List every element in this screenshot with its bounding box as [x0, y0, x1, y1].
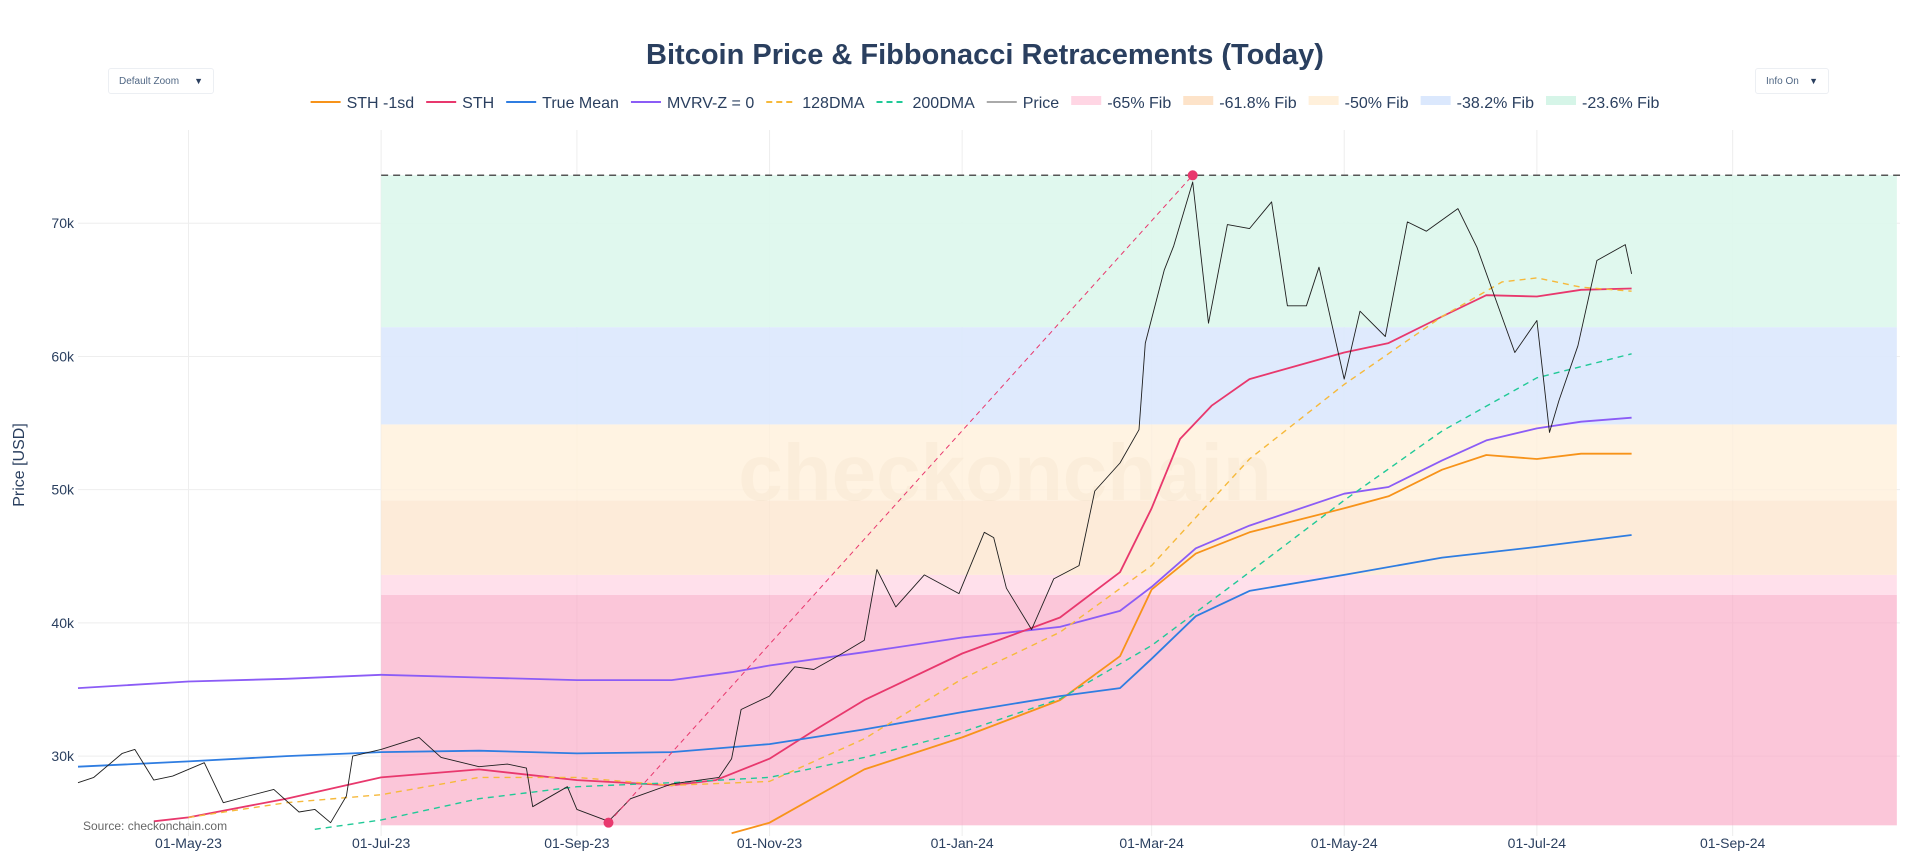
- legend-swatch: [1071, 96, 1102, 105]
- annotations: [381, 170, 1900, 828]
- zoom-dropdown[interactable]: Default Zoom ▼: [108, 68, 214, 94]
- zoom-dropdown-label: Default Zoom: [119, 75, 180, 87]
- chart-title: Bitcoin Price & Fibbonacci Retracements …: [646, 39, 1324, 71]
- legend-label: STH: [462, 95, 494, 112]
- marker-point: [603, 817, 614, 828]
- series-sth-1sd: [731, 452, 1632, 835]
- marker-point: [1187, 170, 1198, 181]
- series-200dma: [314, 353, 1632, 830]
- x-tick-label: 01-Jul-24: [1508, 835, 1567, 851]
- y-tick-label: 40k: [51, 615, 75, 631]
- y-axis-label: Price [USD]: [11, 423, 28, 507]
- legend-swatch: [1183, 96, 1214, 105]
- chevron-down-icon: ▼: [1809, 76, 1818, 86]
- legend-item-23-6-fib[interactable]: -23.6% Fib: [1546, 95, 1659, 112]
- legend-label: Price: [1023, 95, 1060, 112]
- legend-label: STH -1sd: [347, 95, 415, 112]
- legend-label: True Mean: [542, 95, 619, 112]
- legend-swatch: [1308, 96, 1339, 105]
- legend-label: -50% Fib: [1345, 95, 1409, 112]
- x-tick-label: 01-May-24: [1311, 835, 1378, 851]
- series-layer: [77, 181, 1633, 835]
- x-tick-label: 01-May-23: [155, 835, 222, 851]
- series-mvrv-z-0: [77, 416, 1632, 689]
- legend-item-true-mean[interactable]: True Mean: [506, 95, 619, 112]
- info-dropdown[interactable]: Info On ▼: [1755, 68, 1829, 94]
- fib-zone-23-6-fib: [381, 175, 1897, 328]
- axes: 01-May-23 01-Jul-23 01-Sep-23 01-Nov-23 01-J…: [51, 215, 1765, 851]
- legend-item-mvrv-z-0[interactable]: MVRV-Z = 0: [630, 95, 754, 112]
- fib-zones: [381, 175, 1897, 826]
- legend-label: MVRV-Z = 0: [667, 95, 754, 112]
- series-128dma: [188, 277, 1632, 819]
- legend-item-61-8-fib[interactable]: -61.8% Fib: [1183, 95, 1297, 112]
- series-true-mean: [77, 534, 1632, 768]
- x-tick-label: 01-Sep-24: [1700, 835, 1766, 851]
- y-tick-label: 70k: [51, 215, 75, 231]
- legend-label: -23.6% Fib: [1582, 95, 1659, 112]
- legend-swatch: [1420, 96, 1451, 105]
- x-tick-label: 01-Mar-24: [1119, 835, 1184, 851]
- x-tick-label: 01-Jul-23: [352, 835, 411, 851]
- y-tick-label: 50k: [51, 482, 75, 498]
- legend-label: -61.8% Fib: [1219, 95, 1296, 112]
- fib-zone-50-fib: [381, 424, 1897, 501]
- y-tick-label: 60k: [51, 348, 75, 364]
- fib-zone-61-8-fib: [381, 500, 1897, 575]
- x-tick-label: 01-Sep-23: [544, 835, 610, 851]
- legend-label: -38.2% Fib: [1457, 95, 1534, 112]
- legend-item-128dma[interactable]: 128DMA: [766, 95, 865, 112]
- legend-label: 200DMA: [913, 95, 976, 112]
- legend-label: -65% Fib: [1107, 95, 1171, 112]
- legend-item-50-fib[interactable]: -50% Fib: [1308, 95, 1409, 112]
- retracement-line: [608, 174, 1194, 824]
- x-tick-label: 01-Jan-24: [931, 835, 994, 851]
- y-tick-label: 30k: [51, 748, 75, 764]
- info-dropdown-label: Info On: [1766, 75, 1799, 87]
- legend-label: 128DMA: [802, 95, 865, 112]
- x-tick-label: 01-Nov-23: [737, 835, 803, 851]
- fib-zone-38-2-fib: [381, 327, 1897, 425]
- source-note: Source: checkonchain.com: [83, 819, 227, 833]
- series-price: [77, 181, 1633, 824]
- chevron-down-icon: ▼: [194, 76, 203, 86]
- legend-item-price[interactable]: Price: [986, 95, 1060, 112]
- legend: STH -1sd STH True Mean MVRV-Z = 0 128DMA 200D…: [310, 95, 1659, 112]
- legend-item-38-2-fib[interactable]: -38.2% Fib: [1420, 95, 1534, 112]
- legend-item-65-fib[interactable]: -65% Fib: [1071, 95, 1171, 112]
- fib-zone-65-fib: [381, 574, 1897, 595]
- legend-item-200dma[interactable]: 200DMA: [876, 95, 976, 112]
- fib-zone-65-fib: [381, 594, 1897, 826]
- legend-swatch: [1546, 96, 1577, 105]
- legend-item-sth-1sd[interactable]: STH -1sd: [310, 95, 415, 112]
- legend-item-sth[interactable]: STH: [426, 95, 494, 112]
